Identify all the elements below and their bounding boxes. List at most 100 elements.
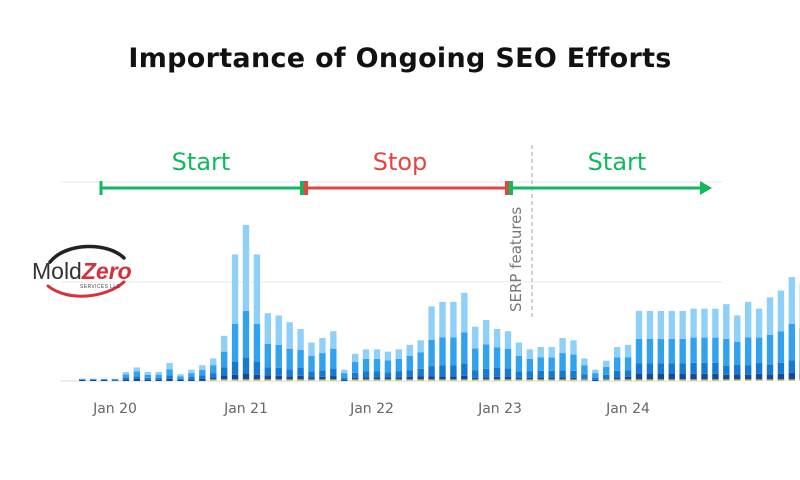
bar-mid-segment [548,357,555,371]
phase-start-2-start-cap [509,181,513,195]
bar-light-segment [712,308,719,338]
bar-dark-segment [624,370,632,377]
bar-navy-segment [690,373,697,381]
bar-navy-segment [122,379,130,381]
bar-yellow-segment [766,379,774,381]
bar-mid-segment [199,369,206,376]
bar-yellow-segment [777,379,785,381]
bar-light-segment [362,349,370,359]
bar-dark-segment [210,373,217,378]
bar-navy-segment [297,375,304,381]
bar-dark-segment [504,368,512,378]
bar-navy-segment [155,379,162,381]
bar-light-segment [439,301,446,338]
bar-navy-segment [439,376,446,381]
bar-yellow-segment [635,379,643,381]
bar-mid-segment [144,374,151,378]
bar-mid-segment [537,357,544,371]
bar-light-segment [581,358,588,366]
bar-dark-segment [657,363,665,374]
bar-navy-segment [79,379,86,381]
bar-yellow-segment [734,379,741,381]
bar-dark-segment [89,379,97,380]
bar-navy-segment [493,376,501,381]
bar-light-segment [286,322,293,349]
bar-navy-segment [264,375,272,381]
bar-mid-segment [734,341,741,365]
bar-light-segment [646,310,654,339]
bar-yellow-segment [613,379,621,381]
bar-dark-segment [406,370,413,377]
bar-mid-segment [712,337,719,363]
bar-mid-segment [373,358,381,372]
bar-navy-segment [395,377,403,381]
overlays: SERP features Start Stop Start [99,145,712,318]
bar-yellow-segment [755,379,763,381]
bars [79,225,800,381]
bar-mid-segment [570,354,577,371]
bar-dark-segment [482,368,490,378]
bar-mid-segment [493,347,501,368]
bar-navy-segment [111,380,119,381]
bar-mid-segment [581,365,588,375]
bar-mid-segment [461,332,468,364]
bar-mid-segment [635,338,643,364]
bar-navy-segment [613,377,621,381]
bar-navy-segment [242,373,250,381]
bar-light-segment [788,277,796,324]
bar-dark-segment [777,362,785,374]
bar-yellow-segment [690,379,697,381]
bar-mid-segment [755,337,763,363]
bar-navy-segment [766,374,774,381]
bar-navy-segment [308,377,315,381]
bar-mid-segment [231,324,239,363]
bar-mid-segment [253,324,261,363]
bar-yellow-segment [493,379,501,381]
bar-mid-segment [777,331,785,363]
bar-light-segment [297,329,304,350]
bar-mid-segment [406,355,413,371]
bar-dark-segment [788,360,796,373]
bar-dark-segment [723,365,730,375]
bar-mid-segment [351,362,359,373]
bar-dark-segment [417,368,424,377]
bar-mid-segment [701,337,708,363]
bar-light-segment [635,310,643,339]
bar-navy-segment [100,379,108,381]
bar-navy-segment [537,377,544,381]
bar-navy-segment [330,376,337,381]
bar-dark-segment [450,365,457,377]
bar-mid-segment [417,352,424,369]
bar-dark-segment [581,374,588,379]
bar-light-segment [461,292,468,333]
bar-dark-segment [395,371,403,378]
bar-navy-segment [199,378,206,381]
bar-mid-segment [657,338,665,364]
bar-dark-segment [319,370,326,377]
bar-yellow-segment [330,379,337,381]
bar-dark-segment [603,374,610,379]
bar-light-segment [406,344,413,356]
bar-yellow-segment [723,379,730,381]
bar-yellow-segment [351,379,359,381]
bar-light-segment [210,358,217,366]
bar-mid-segment [439,337,446,366]
bar-dark-segment [472,370,479,378]
bar-mid-segment [428,339,435,367]
bar-mid-segment [220,351,228,368]
bar-yellow-segment [482,379,490,381]
bar-yellow-segment [373,379,381,381]
bar-dark-segment [264,367,272,376]
bar-yellow-segment [537,379,544,381]
bar-dark-segment [461,363,468,376]
bar-mid-segment [526,358,534,372]
bar-light-segment [264,313,272,344]
bar-mid-segment [166,369,173,376]
bar-dark-segment [133,376,141,379]
bar-mid-segment [297,349,304,368]
bar-light-segment [384,351,392,361]
bar-mid-segment [668,338,675,364]
bar-yellow-segment [297,379,304,381]
bar-light-segment [395,349,403,359]
bar-yellow-segment [384,379,392,381]
